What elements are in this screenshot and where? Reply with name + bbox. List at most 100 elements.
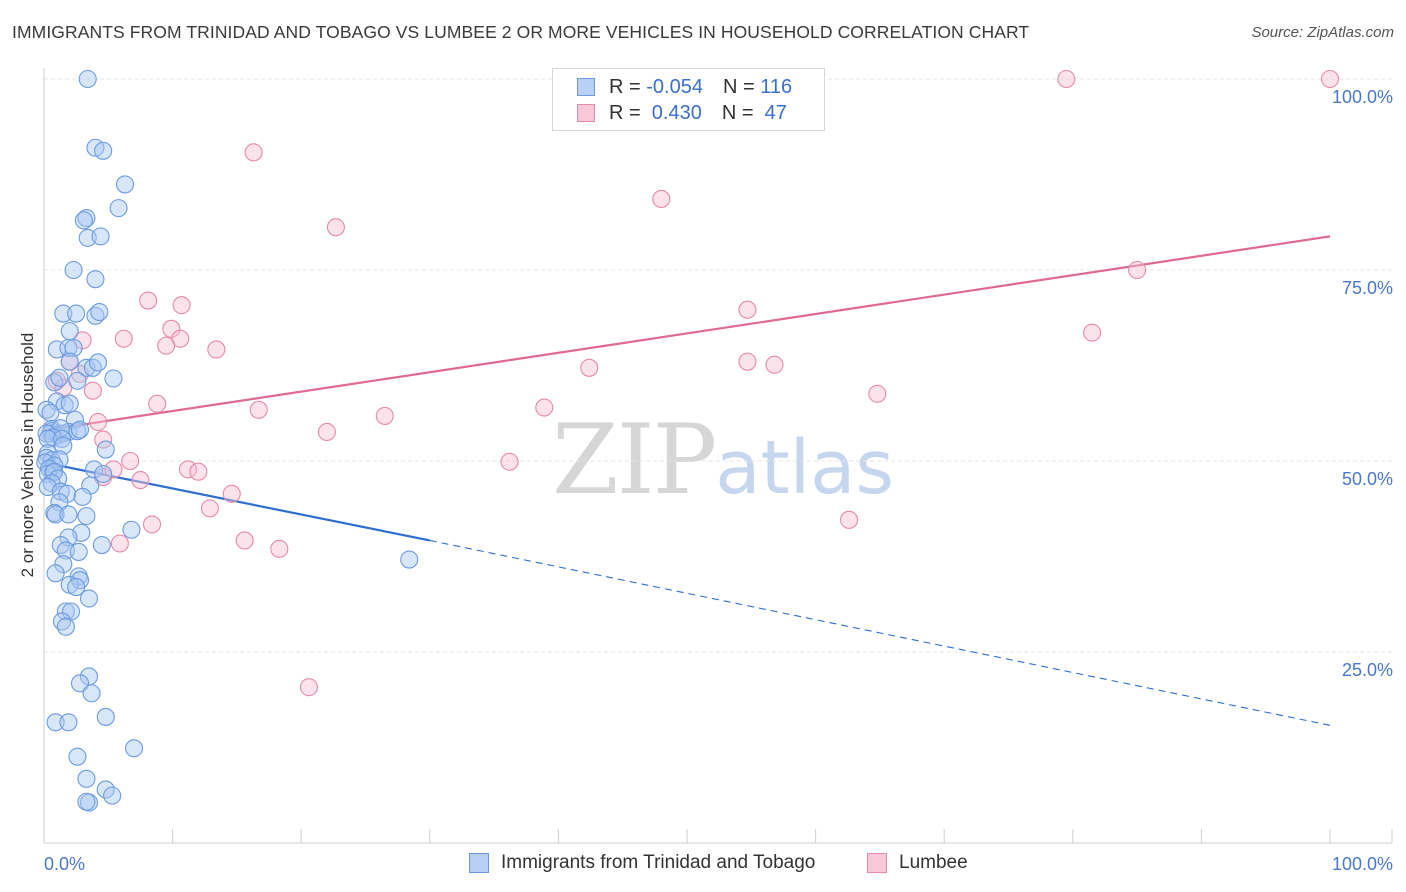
y-tick-label: 75.0%: [1342, 278, 1393, 298]
trinidad-point: [77, 792, 96, 811]
trinidad-point: [56, 617, 75, 636]
legend-n-value: 116: [760, 75, 793, 98]
trinidad-point: [59, 713, 78, 732]
trinidad-point: [86, 270, 105, 289]
trinidad-point: [104, 369, 123, 388]
watermark: ZIPatlas: [552, 404, 894, 516]
trinidad-point: [400, 550, 419, 569]
lumbee-point: [162, 319, 181, 338]
trinidad-point: [77, 358, 96, 377]
trinidad-point: [60, 394, 79, 413]
legend-label-lumbee: Lumbee: [899, 852, 968, 873]
trinidad-point: [70, 674, 90, 693]
trinidad-point: [74, 211, 93, 230]
lumbee-point: [114, 329, 133, 348]
lumbee-point: [157, 336, 176, 355]
lumbee-point: [375, 406, 394, 425]
trinidad-point: [60, 352, 79, 371]
trinidad-points: [36, 69, 419, 812]
y-tick-label: 25.0%: [1342, 660, 1393, 680]
lumbee-point: [148, 394, 167, 413]
lumbee-point: [104, 460, 123, 479]
trinidad-point: [46, 564, 65, 583]
lumbee-point: [110, 534, 129, 553]
watermark-atlas: atlas: [715, 425, 895, 511]
trinidad-point: [83, 358, 102, 377]
source-label: Source: ZipAtlas.com: [1251, 24, 1394, 41]
trinidad-point: [78, 69, 97, 89]
watermark-zip: ZIP: [552, 404, 717, 516]
lumbee-point: [222, 484, 241, 503]
legend-r-value: -0.054: [646, 75, 703, 98]
trinidad-point: [124, 739, 144, 758]
trinidad-point: [59, 338, 78, 357]
legend-n-label: N =: [721, 101, 760, 124]
lumbee-trend-line: [43, 235, 1331, 432]
legend-swatch-blue: [469, 853, 489, 873]
lumbee-point: [88, 412, 108, 432]
lumbee-point: [139, 291, 158, 310]
trinidad-point: [96, 707, 115, 726]
lumbee-point: [652, 189, 671, 208]
lumbee-point: [326, 218, 345, 237]
lumbee-point: [249, 400, 268, 419]
trinidad-point: [67, 578, 86, 597]
trinidad-point: [96, 440, 115, 459]
chart-title: IMMIGRANTS FROM TRINIDAD AND TOBAGO VS L…: [12, 22, 1030, 42]
trinidad-point: [88, 353, 108, 372]
x-tick-label: 0.0%: [44, 854, 85, 874]
trinidad-point: [115, 175, 135, 194]
trinidad-point: [70, 420, 90, 439]
trinidad-point: [94, 464, 113, 484]
lumbee-point: [244, 143, 263, 162]
legend-r-label: R =: [609, 75, 647, 98]
trinidad-point: [46, 505, 65, 524]
trinidad-point: [54, 555, 73, 574]
trinidad-point: [91, 227, 110, 246]
trinidad-point: [38, 429, 57, 448]
legend-item-lumbee: Lumbee: [867, 852, 968, 874]
lumbee-point: [131, 471, 150, 490]
grid-lines: [44, 78, 1392, 653]
lumbee-points: [47, 69, 1340, 697]
lumbee-point: [1128, 260, 1147, 280]
lumbee-point: [235, 531, 254, 550]
series-legend: Immigrants from Trinidad and Tobago Lumb…: [0, 852, 1406, 878]
lumbee-point: [535, 398, 554, 417]
trinidad-point: [41, 403, 60, 422]
legend-swatch-pink: [867, 853, 887, 873]
trinidad-point: [64, 338, 83, 357]
lumbee-point: [500, 452, 519, 471]
lumbee-point: [270, 539, 289, 558]
trinidad-point: [46, 713, 65, 732]
trinidad-point: [79, 589, 99, 608]
legend-n-label: N =: [722, 75, 761, 98]
lumbee-point: [1083, 323, 1102, 342]
lumbee-point: [189, 462, 208, 481]
lumbee-point: [83, 381, 102, 400]
trinidad-point: [64, 260, 83, 280]
trinidad-point: [77, 506, 96, 526]
trinidad-point: [82, 684, 101, 703]
lumbee-point: [299, 678, 318, 697]
trinidad-point: [109, 199, 128, 218]
legend-row-lumbee: R = 0.430 N = 47: [553, 100, 787, 126]
trinidad-point: [122, 520, 141, 539]
y-tick-label: 50.0%: [1342, 469, 1393, 489]
lumbee-point: [172, 296, 191, 315]
legend-swatch-blue: [577, 78, 595, 96]
legend-swatch-pink: [577, 104, 595, 122]
trinidad-point: [68, 371, 87, 390]
trinidad-point: [67, 304, 86, 323]
lumbee-point: [765, 355, 784, 374]
y-axis-title: 2 or more Vehicles in Household: [18, 333, 37, 578]
lumbee-point: [839, 510, 859, 529]
trinidad-point: [69, 542, 88, 561]
trinidad-point: [92, 535, 111, 555]
trinidad-point: [68, 747, 87, 766]
legend-label-trinidad: Immigrants from Trinidad and Tobago: [501, 852, 816, 873]
lumbee-point: [738, 352, 757, 371]
legend-n-value: 47: [759, 101, 787, 124]
lumbee-point: [142, 515, 162, 534]
